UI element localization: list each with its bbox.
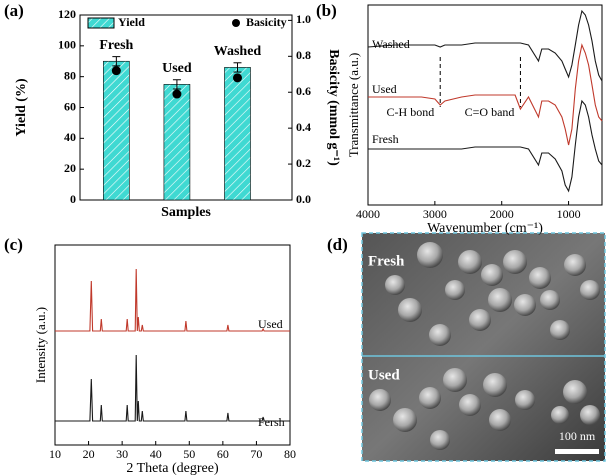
scale-bar bbox=[555, 449, 599, 454]
legend-label: Yield bbox=[118, 15, 145, 29]
scatter-point bbox=[172, 89, 182, 99]
y2-tick-label: 0.0 bbox=[296, 192, 311, 206]
scatter-point bbox=[111, 66, 121, 76]
x-tick-label: 80 bbox=[284, 447, 296, 461]
series-label: Used bbox=[372, 82, 397, 96]
panel-label: (a) bbox=[4, 1, 24, 20]
series-line bbox=[368, 43, 603, 146]
panel-label: (d) bbox=[327, 235, 348, 254]
series-label: Fersh bbox=[258, 415, 285, 429]
series-label: Fresh bbox=[372, 132, 399, 146]
series-line bbox=[367, 9, 603, 82]
x-tick-label: 70 bbox=[250, 447, 262, 461]
sem-top-label: Fresh bbox=[368, 253, 405, 269]
category-label: Washed bbox=[214, 44, 262, 59]
bar bbox=[163, 84, 191, 201]
legend-swatch bbox=[87, 17, 115, 29]
panel-label: (c) bbox=[4, 235, 23, 254]
x-tick-label: 1000 bbox=[557, 207, 581, 221]
sem-bottom-label: Used bbox=[368, 367, 400, 383]
y2-tick-label: 1.0 bbox=[296, 12, 311, 26]
x-tick-label: 60 bbox=[217, 447, 229, 461]
plot-frame bbox=[54, 244, 291, 446]
series-label: Used bbox=[258, 317, 283, 331]
category-label: Fresh bbox=[99, 38, 133, 53]
y2-axis-title: Basicity (mmol g⁻¹) bbox=[326, 49, 341, 166]
y-axis-title: Yield (%) bbox=[14, 78, 29, 137]
series-line bbox=[368, 99, 603, 193]
sem-panel: 100 nm Fresh Used (d) bbox=[327, 232, 606, 462]
y2-tick-label: 0.4 bbox=[296, 120, 311, 134]
panel-label: (b) bbox=[316, 1, 337, 20]
x-axis-title: Wavenumber (cm⁻¹) bbox=[427, 221, 543, 236]
annotation-label: C=O band bbox=[465, 105, 515, 119]
x-axis-title: Samples bbox=[161, 205, 211, 220]
y-tick-label: 20 bbox=[64, 161, 76, 175]
bar bbox=[103, 60, 130, 201]
y-tick-label: 0 bbox=[70, 192, 76, 206]
y-axis-title: Intensity (a.u.) bbox=[33, 307, 48, 383]
y-tick-label: 100 bbox=[58, 38, 76, 52]
x-tick-label: 4000 bbox=[356, 207, 380, 221]
y-tick-label: 40 bbox=[64, 130, 76, 144]
series-label: Washed bbox=[372, 37, 410, 51]
y2-tick-label: 0.6 bbox=[296, 84, 311, 98]
y2-tick-label: 0.8 bbox=[296, 48, 311, 62]
sem-border bbox=[361, 232, 606, 462]
x-tick-label: 50 bbox=[183, 447, 195, 461]
scale-bar-label: 100 nm bbox=[559, 429, 596, 443]
plot-frame bbox=[367, 4, 603, 206]
legend-label: Basicity bbox=[246, 15, 287, 29]
series-line bbox=[55, 354, 290, 422]
series-line bbox=[55, 268, 290, 332]
category-label: Used bbox=[162, 61, 192, 76]
x-tick-label: 3000 bbox=[423, 207, 447, 221]
x-tick-label: 10 bbox=[49, 447, 61, 461]
y-tick-label: 120 bbox=[58, 7, 76, 21]
scatter-point bbox=[232, 73, 242, 83]
y-tick-label: 80 bbox=[64, 68, 76, 82]
annotation-label: C-H bond bbox=[387, 105, 435, 119]
x-tick-label: 2000 bbox=[490, 207, 514, 221]
sem-particles bbox=[369, 242, 600, 450]
legend-marker bbox=[232, 19, 240, 27]
y-tick-label: 60 bbox=[64, 99, 76, 113]
x-axis-title: 2 Theta (degree) bbox=[126, 461, 219, 475]
x-tick-label: 20 bbox=[83, 447, 95, 461]
x-tick-label: 40 bbox=[150, 447, 162, 461]
x-tick-label: 30 bbox=[116, 447, 128, 461]
y-axis-title: Transmittance (a.u.) bbox=[346, 53, 361, 158]
y2-tick-label: 0.2 bbox=[296, 156, 311, 170]
bar bbox=[224, 67, 251, 201]
